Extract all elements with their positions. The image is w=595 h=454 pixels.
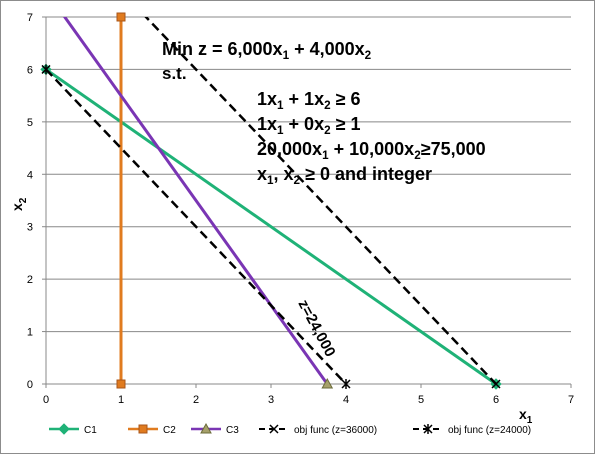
legend-marker <box>200 422 212 434</box>
series-line <box>62 17 329 385</box>
x-tick-label: 1 <box>118 394 124 406</box>
subject-to-label: s.t. <box>162 64 187 83</box>
series-obj-func-z-24000 <box>46 68 347 385</box>
legend-item: C1 <box>49 423 97 436</box>
y-tick-label: 0 <box>27 379 33 391</box>
legend-marker <box>138 424 148 434</box>
x-tick-label: 7 <box>568 394 574 406</box>
legend-label: obj func (z=36000) <box>294 425 377 436</box>
y-tick-label: 5 <box>27 117 33 129</box>
constraint-2: 1x1 + 0x2 ≥ 1 <box>257 114 361 138</box>
data-point <box>116 379 126 389</box>
legend-label: C1 <box>84 425 97 436</box>
y-tick-label: 2 <box>27 274 33 286</box>
constraint-3: 20,000x1 + 10,000x2≥75,000 <box>257 139 486 163</box>
series-line <box>144 17 497 385</box>
objective-function: Min z = 6,000x1 + 4,000x2 <box>162 39 372 63</box>
legend-label: C3 <box>226 425 239 436</box>
legend: C1 C2 C3 obj func (z=36000) obj func (z=2400… <box>49 422 531 436</box>
data-point <box>321 377 334 389</box>
series-line <box>46 68 347 385</box>
legend-item: obj func (z=36000) <box>259 424 377 436</box>
x-tick-label: 2 <box>193 394 199 406</box>
y-tick-label: 1 <box>27 327 33 339</box>
legend-marker <box>269 424 279 434</box>
data-point <box>341 379 351 389</box>
data-point <box>116 12 126 22</box>
axes: 0 1 2 3 4 5 6 7 0 1 2 3 4 5 6 7 <box>27 12 574 406</box>
x-tick-label: 3 <box>268 394 274 406</box>
x-tick-label: 0 <box>43 394 49 406</box>
y-tick-label: 7 <box>27 12 33 24</box>
x-tick-label: 6 <box>493 394 499 406</box>
legend-label: C2 <box>163 425 176 436</box>
legend-item: C3 <box>191 422 239 436</box>
legend-marker <box>58 423 70 435</box>
y-tick-label: 4 <box>27 169 33 181</box>
data-point <box>41 64 51 75</box>
series <box>40 12 502 390</box>
y-tick-label: 6 <box>27 64 33 76</box>
legend-item: C2 <box>128 424 176 436</box>
legend-label: obj func (z=24000) <box>448 425 531 436</box>
x-tick-label: 5 <box>418 394 424 406</box>
y-tick-label: 3 <box>27 222 33 234</box>
series-c3 <box>62 17 329 385</box>
x-tick-label: 4 <box>343 394 349 406</box>
legend-item: obj func (z=24000) <box>413 424 531 436</box>
constraint-1: 1x1 + 1x2 ≥ 6 <box>257 89 361 113</box>
z-line-label: z=24,000 <box>294 297 338 360</box>
legend-marker <box>423 424 433 434</box>
x-axis-label: x1 <box>519 406 533 426</box>
constraint-nonneg: x1, x2 ≥ 0 and integer <box>257 164 432 188</box>
data-point <box>491 379 501 389</box>
series-obj-func-z-36000 <box>144 17 497 385</box>
gridlines <box>46 16 571 333</box>
y-axis-label: x2 <box>9 197 29 211</box>
